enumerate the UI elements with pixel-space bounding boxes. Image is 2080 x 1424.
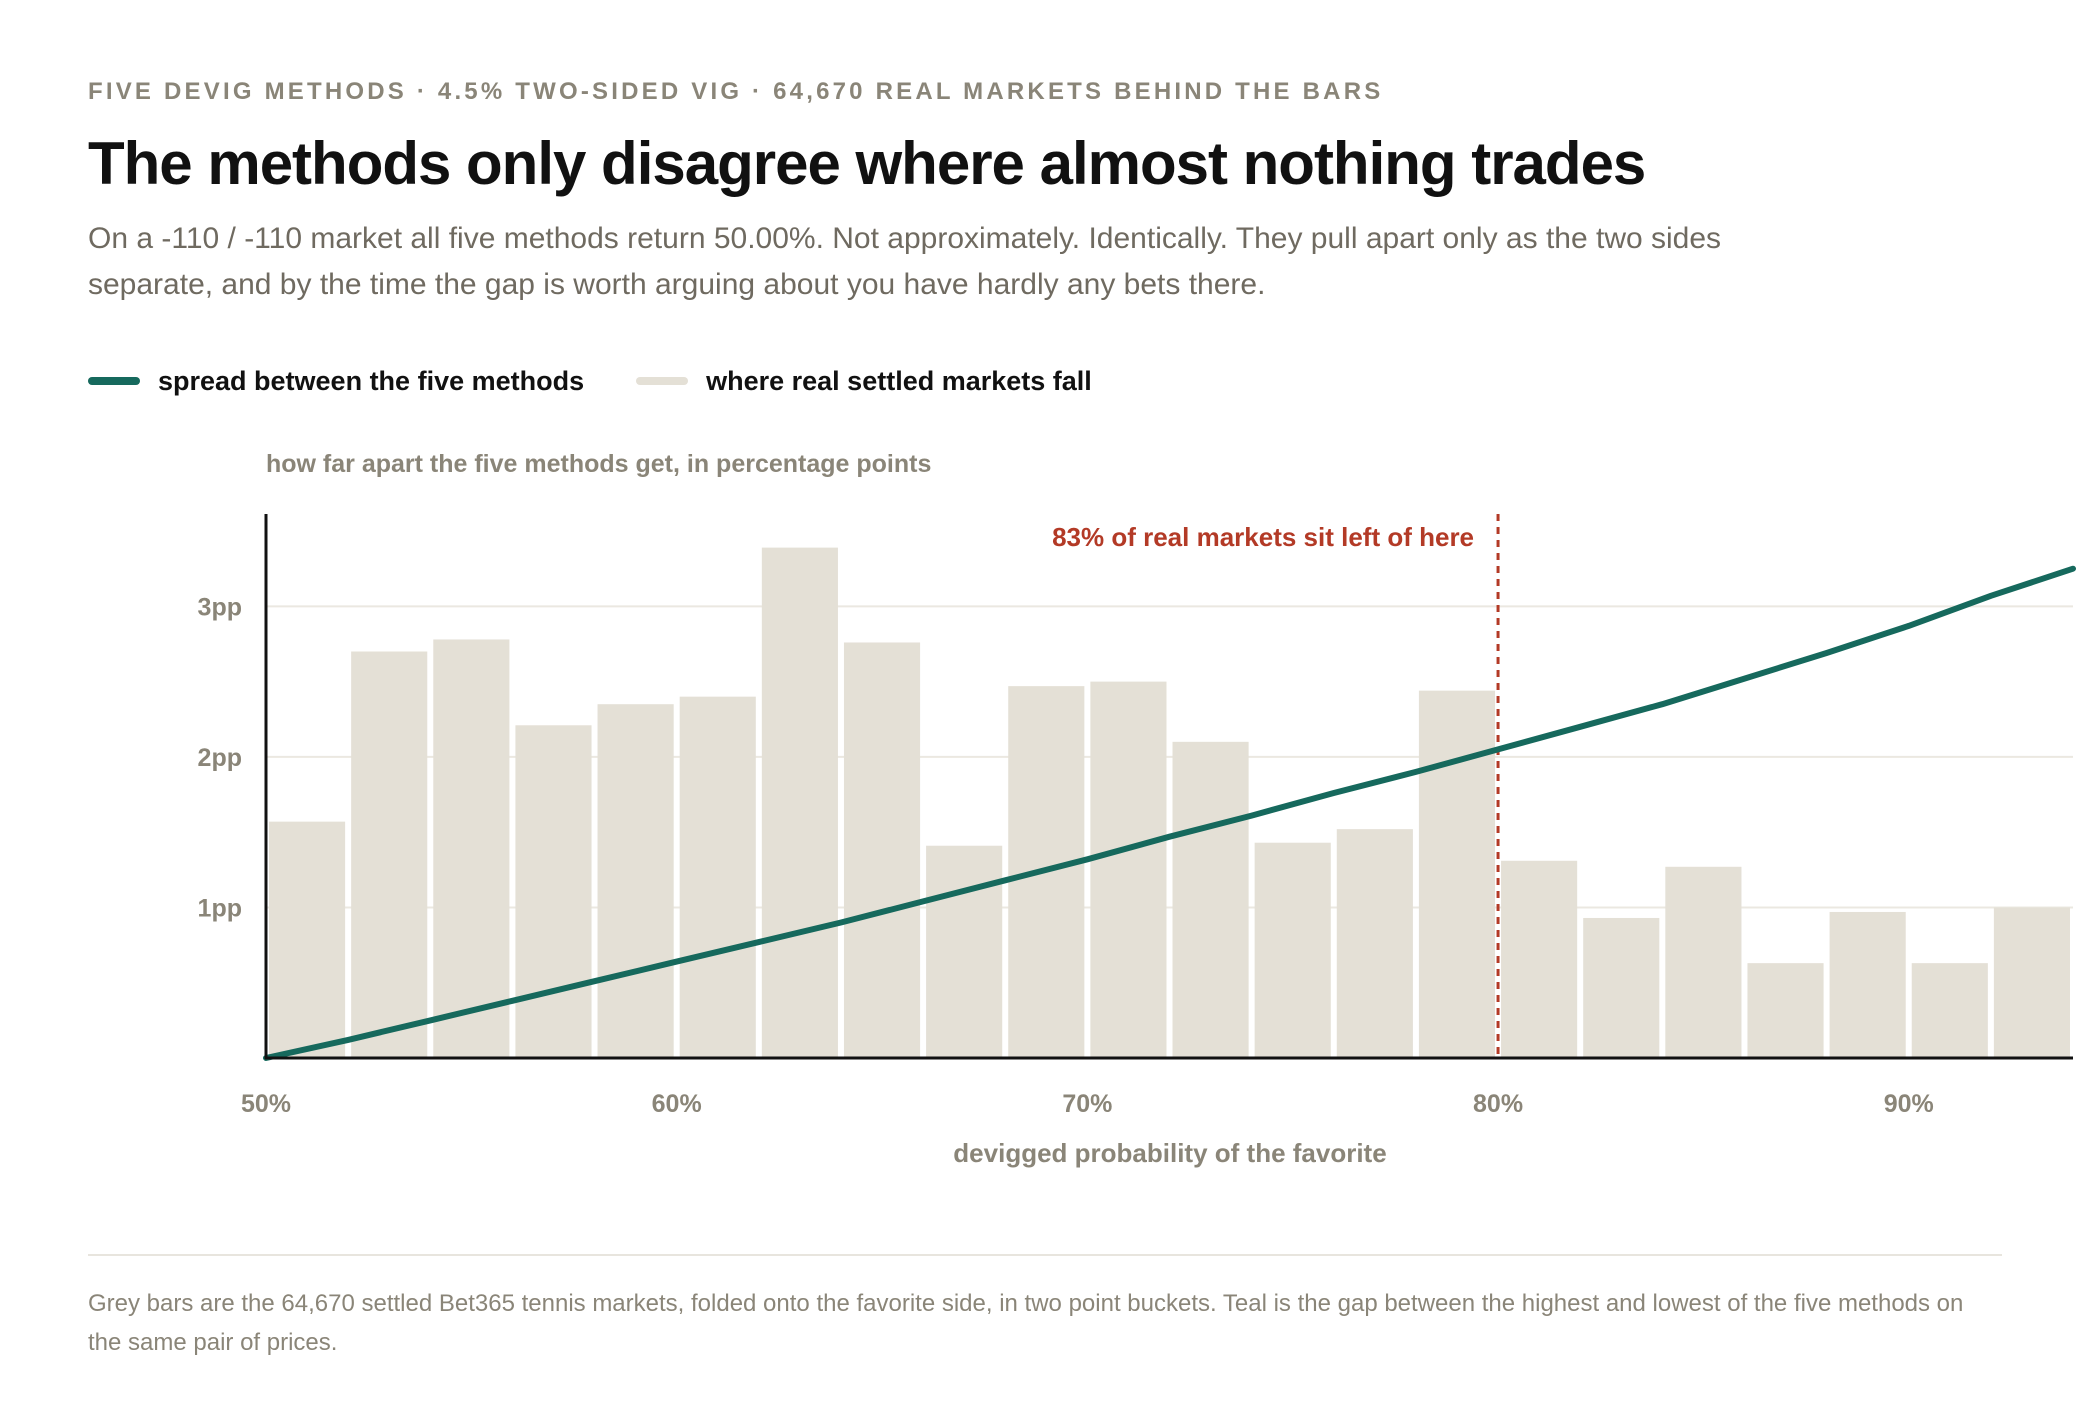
histogram-bar <box>1418 690 1496 1058</box>
histogram-bar <box>1747 963 1824 1058</box>
x-axis-title: devigged probability of the favorite <box>953 1138 1386 1168</box>
bar-layer <box>269 547 2070 1058</box>
x-tick-label: 60% <box>652 1090 702 1118</box>
histogram-bar <box>1583 917 1660 1058</box>
y-tick-label: 1pp <box>198 894 242 922</box>
histogram-bar <box>269 821 346 1058</box>
y-tick-label: 3pp <box>198 593 242 621</box>
chart-svg: how far apart the five methods get, in p… <box>198 450 2076 1168</box>
y-tick-label: 2pp <box>198 744 242 772</box>
histogram-bar <box>843 642 921 1058</box>
threshold-annotation: 83% of real markets sit left of here <box>1052 522 1474 552</box>
headline: The methods only disagree where almost n… <box>88 130 1646 197</box>
histogram-bar <box>1501 860 1578 1058</box>
histogram-bar <box>1336 829 1413 1058</box>
histogram-bar <box>1911 963 1988 1058</box>
legend-item-bars: where real settled markets fall <box>636 366 1092 397</box>
tick-layer: 1pp 2pp 3pp 50% 60% 70% 80% 90% <box>198 593 1934 1118</box>
spread-line <box>263 565 2076 1061</box>
line-layer <box>263 565 2076 1061</box>
legend: spread between the five methods where re… <box>88 362 1144 400</box>
histogram-bar <box>761 547 838 1058</box>
x-tick-label: 90% <box>1884 1090 1934 1118</box>
x-tick-label: 80% <box>1473 1090 1523 1118</box>
histogram-bar <box>1172 741 1249 1058</box>
x-tick-label: 50% <box>241 1090 291 1118</box>
histogram-bar <box>1254 842 1331 1058</box>
legend-item-line: spread between the five methods <box>88 366 584 397</box>
histogram-bar <box>1665 866 1742 1058</box>
dek: On a -110 / -110 market all five methods… <box>88 222 1722 301</box>
chart: how far apart the five methods get, in p… <box>0 430 2080 1190</box>
legend-swatch-line <box>88 377 140 385</box>
axis-layer <box>264 514 2073 1060</box>
histogram-bar <box>433 639 510 1058</box>
histogram-bar <box>1829 911 1906 1058</box>
histogram-bar <box>1090 681 1167 1058</box>
kicker: FIVE DEVIG METHODS · 4.5% TWO-SIDED VIG … <box>88 78 1384 105</box>
histogram-bar <box>515 725 592 1058</box>
histogram-bar <box>926 845 1003 1058</box>
histogram-bar <box>351 651 428 1058</box>
histogram-bar <box>1993 907 2070 1058</box>
x-tick-label: 70% <box>1062 1090 1112 1118</box>
legend-label-line: spread between the five methods <box>158 365 585 396</box>
marker-layer: 83% of real markets sit left of here <box>1052 514 1500 1058</box>
legend-swatch-bars <box>636 377 689 385</box>
histogram-bar <box>679 696 756 1058</box>
histogram-bar <box>597 704 674 1058</box>
y-axis-title: how far apart the five methods get, in p… <box>266 450 931 478</box>
footer-divider <box>88 1254 2002 1256</box>
legend-label-bars: where real settled markets fall <box>706 365 1092 396</box>
footnote: Grey bars are the 64,670 settled Bet365 … <box>88 1290 1964 1356</box>
